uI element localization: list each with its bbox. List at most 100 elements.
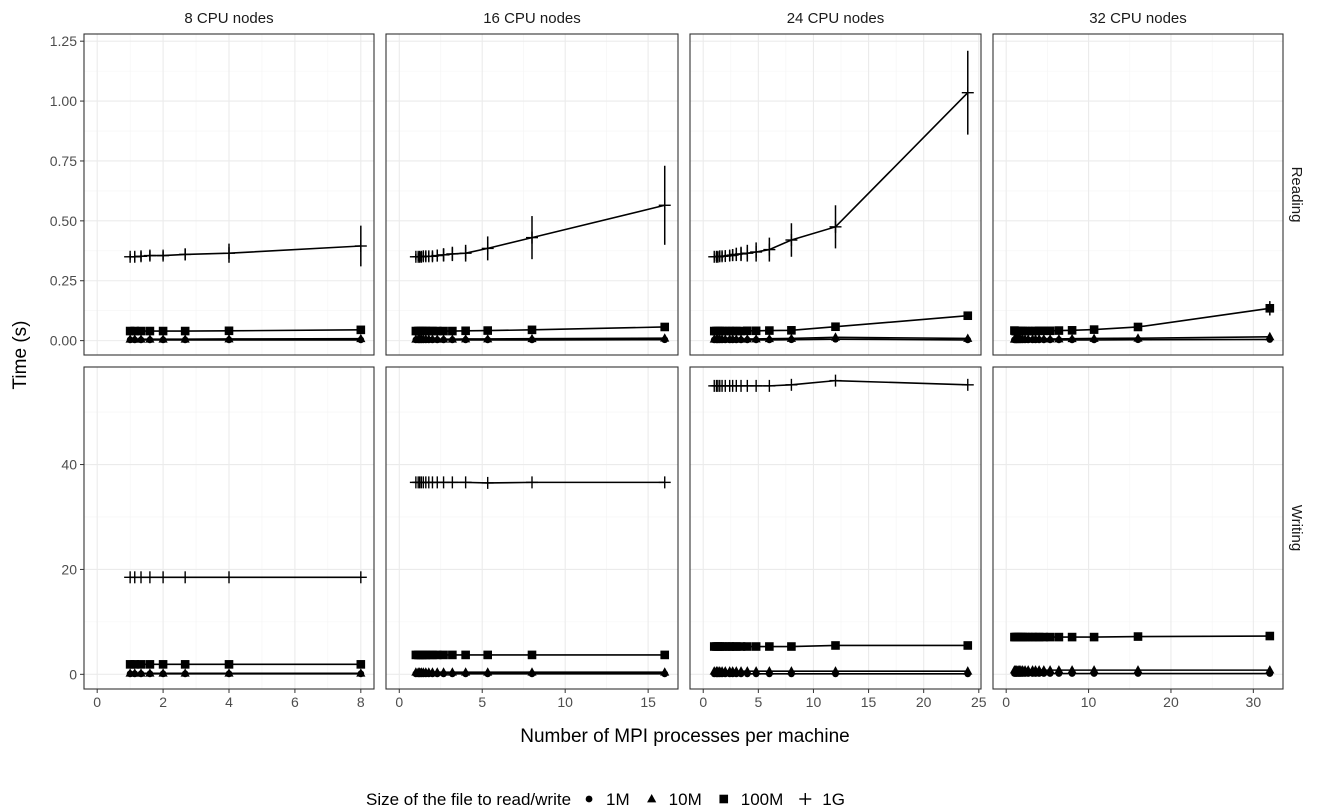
data-point-10m: [963, 666, 973, 675]
data-point-1g: [431, 249, 444, 262]
panel-writing-16-cpu-nodes-border: [385, 366, 679, 690]
panel-writing-16-cpu-nodes-background: [386, 367, 678, 689]
data-point-1g: [735, 247, 748, 260]
data-point-100m: [483, 650, 493, 660]
data-point-1g: [179, 571, 192, 584]
data-point-100m: [831, 322, 840, 332]
data-point-10m: [438, 334, 449, 343]
series-100m-writing-32-cpu-nodes: [1010, 631, 1275, 642]
data-point-1g: [829, 374, 842, 387]
data-point-10m: [1133, 665, 1143, 674]
data-point-10m: [1089, 333, 1099, 342]
facet-row-label-writing: Writing: [1288, 505, 1305, 551]
x-tick-label: 0: [1002, 694, 1010, 710]
data-point-1g: [157, 571, 170, 584]
data-point-100m: [224, 326, 234, 336]
x-tick-label: 30: [1246, 694, 1262, 710]
data-point-100m: [731, 326, 741, 336]
x-tick-label: 0: [93, 694, 101, 710]
data-point-100m: [461, 650, 470, 660]
data-point-1g: [446, 476, 459, 489]
data-point-100m: [1045, 326, 1055, 336]
data-point-10m: [180, 334, 190, 343]
legend-key-10m: [647, 794, 657, 803]
series-10m-reading-24-cpu-nodes: [709, 332, 973, 343]
data-point-10m: [764, 666, 774, 675]
data-point-1g: [223, 571, 235, 584]
data-point-10m: [356, 333, 366, 343]
data-point-100m: [831, 641, 840, 650]
panel-writing-16-cpu-nodes: [385, 366, 679, 690]
y-tick-label: 0.25: [50, 273, 77, 289]
data-point-10m: [830, 332, 841, 341]
series-10m-writing-32-cpu-nodes: [1009, 665, 1275, 674]
data-point-100m: [736, 642, 746, 651]
data-point-100m: [963, 641, 973, 650]
panel-writing-24-cpu-nodes: [689, 366, 982, 690]
facet-column-label-32-cpu-nodes: 32 CPU nodes: [1089, 10, 1187, 27]
data-point-10m: [1045, 333, 1055, 343]
legend-title: Size of the file to read/write: [366, 790, 571, 809]
y-tick-label: 0.00: [50, 333, 77, 349]
data-point-100m: [461, 326, 470, 336]
data-point-1g: [354, 571, 367, 584]
series-1g-reading-8-cpu-nodes: [124, 225, 367, 267]
data-point-1g: [426, 250, 439, 263]
data-point-100m: [660, 650, 670, 660]
data-point-10m: [751, 333, 761, 343]
legend-label-1g: 1G: [822, 790, 845, 809]
data-point-1g: [481, 242, 494, 255]
x-tick-label: 8: [357, 694, 365, 710]
series-10m-reading-32-cpu-nodes: [1009, 331, 1275, 343]
data-point-1g: [481, 476, 494, 489]
data-point-10m: [736, 334, 746, 343]
series-1g-reading-24-cpu-nodes: [708, 50, 974, 263]
panel-reading-24-cpu-nodes: [689, 33, 982, 356]
data-point-10m: [447, 667, 457, 676]
x-tick-label: 5: [478, 694, 486, 710]
data-point-1g: [741, 247, 754, 260]
data-point-1g: [526, 476, 538, 489]
y-tick-label: 40: [61, 457, 77, 473]
data-point-1g: [135, 250, 148, 263]
y-tick-label: 0: [69, 666, 77, 682]
data-point-100m: [158, 660, 168, 669]
data-point-10m: [1265, 331, 1275, 341]
data-point-100m: [1023, 326, 1033, 336]
x-tick-label: 25: [971, 694, 987, 710]
data-point-10m: [145, 334, 155, 343]
x-tick-label: 0: [699, 694, 707, 710]
data-point-100m: [136, 660, 146, 669]
x-tick-label: 2: [159, 694, 167, 710]
data-point-1g: [785, 378, 798, 391]
series-1g-writing-8-cpu-nodes: [124, 571, 367, 584]
data-point-100m: [963, 311, 973, 321]
series-100m-reading-16-cpu-nodes: [411, 322, 670, 336]
data-point-10m: [158, 668, 168, 677]
data-point-100m: [224, 660, 234, 669]
data-point-100m: [145, 326, 155, 336]
data-point-100m: [743, 642, 752, 651]
data-point-10m: [1089, 665, 1099, 674]
data-point-100m: [1045, 632, 1055, 642]
data-point-100m: [1089, 632, 1099, 642]
data-point-100m: [787, 642, 796, 651]
data-point-100m: [448, 326, 457, 336]
legend-label-10m: 10M: [669, 790, 702, 809]
data-point-10m: [158, 334, 168, 343]
data-point-100m: [1023, 632, 1033, 642]
data-point-10m: [786, 666, 797, 675]
data-point-100m: [1265, 303, 1275, 313]
series-10m-reading-8-cpu-nodes: [125, 333, 366, 343]
facet-row-label-reading: Reading: [1288, 167, 1305, 223]
data-point-10m: [1054, 665, 1064, 674]
x-tick-label: 4: [225, 694, 233, 710]
data-point-1g: [961, 86, 974, 99]
x-axis-title: Number of MPI processes per machine: [520, 726, 849, 747]
data-point-100m: [130, 660, 140, 669]
data-point-100m: [1054, 326, 1064, 335]
data-point-100m: [527, 325, 537, 335]
panel-writing-32-cpu-nodes: [992, 366, 1284, 690]
data-point-100m: [136, 326, 146, 336]
